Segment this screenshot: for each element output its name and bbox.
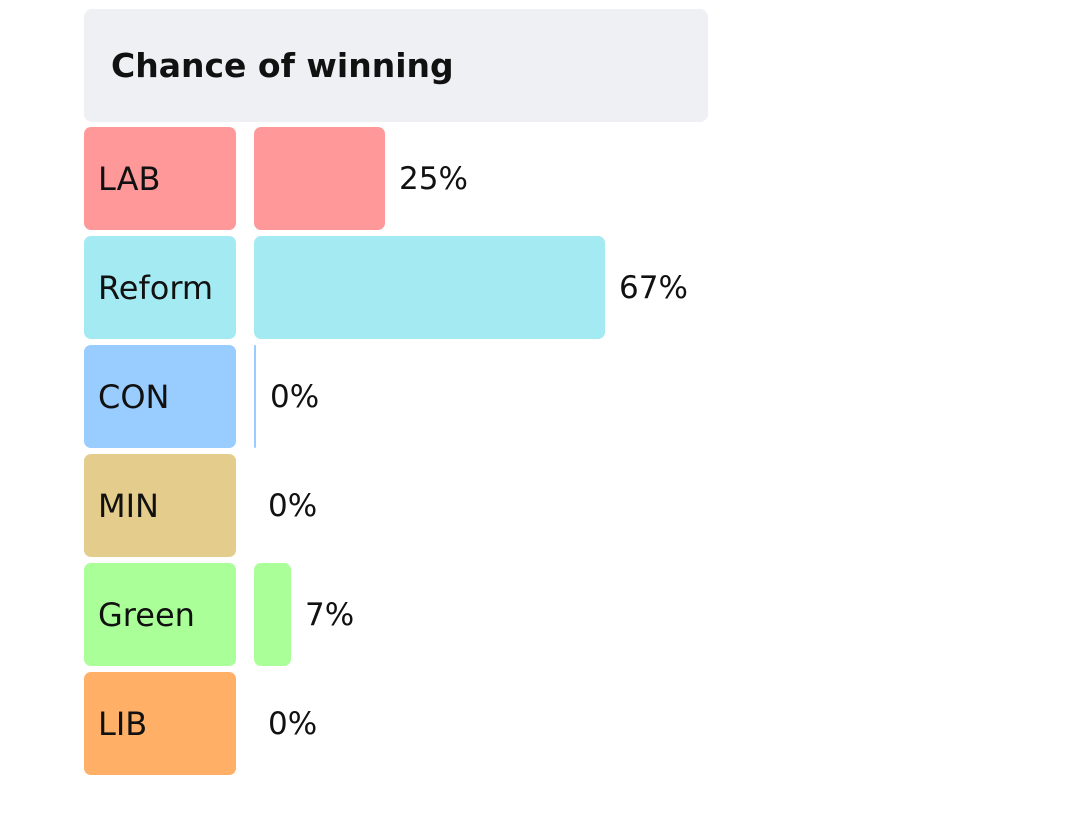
bar-lab xyxy=(254,127,385,230)
value-label: 0% xyxy=(268,705,318,742)
value-label: 0% xyxy=(270,378,320,415)
value-label: 7% xyxy=(305,596,355,633)
bar-row-con: CON 0% xyxy=(84,345,708,448)
category-label: LIB xyxy=(98,704,148,743)
chart-title: Chance of winning xyxy=(111,46,454,85)
party-chip-min: MIN xyxy=(84,454,236,557)
bar-row-lib: LIB 0% xyxy=(84,672,708,775)
value-label: 25% xyxy=(399,160,468,197)
chance-of-winning-widget: Chance of winning LAB 25% Reform 67% CON 0% MI… xyxy=(84,9,708,781)
party-chip-reform: Reform xyxy=(84,236,236,339)
party-chip-lab: LAB xyxy=(84,127,236,230)
party-chip-lib: LIB xyxy=(84,672,236,775)
value-label: 0% xyxy=(268,487,318,524)
category-label: Green xyxy=(98,595,195,634)
party-chip-con: CON xyxy=(84,345,236,448)
widget-header: Chance of winning xyxy=(84,9,708,122)
category-label: CON xyxy=(98,377,170,416)
bar-reform xyxy=(254,236,605,339)
category-label: Reform xyxy=(98,268,214,307)
bar-row-reform: Reform 67% xyxy=(84,236,708,339)
party-chip-green: Green xyxy=(84,563,236,666)
value-label: 67% xyxy=(619,269,688,306)
bar-row-min: MIN 0% xyxy=(84,454,708,557)
bar-row-lab: LAB 25% xyxy=(84,127,708,230)
bar-green xyxy=(254,563,291,666)
category-label: LAB xyxy=(98,159,161,198)
category-label: MIN xyxy=(98,486,159,525)
bar-con xyxy=(254,345,256,448)
bar-row-green: Green 7% xyxy=(84,563,708,666)
bar-rows: LAB 25% Reform 67% CON 0% MIN 0% Green 7% LIB 0% xyxy=(84,127,708,775)
